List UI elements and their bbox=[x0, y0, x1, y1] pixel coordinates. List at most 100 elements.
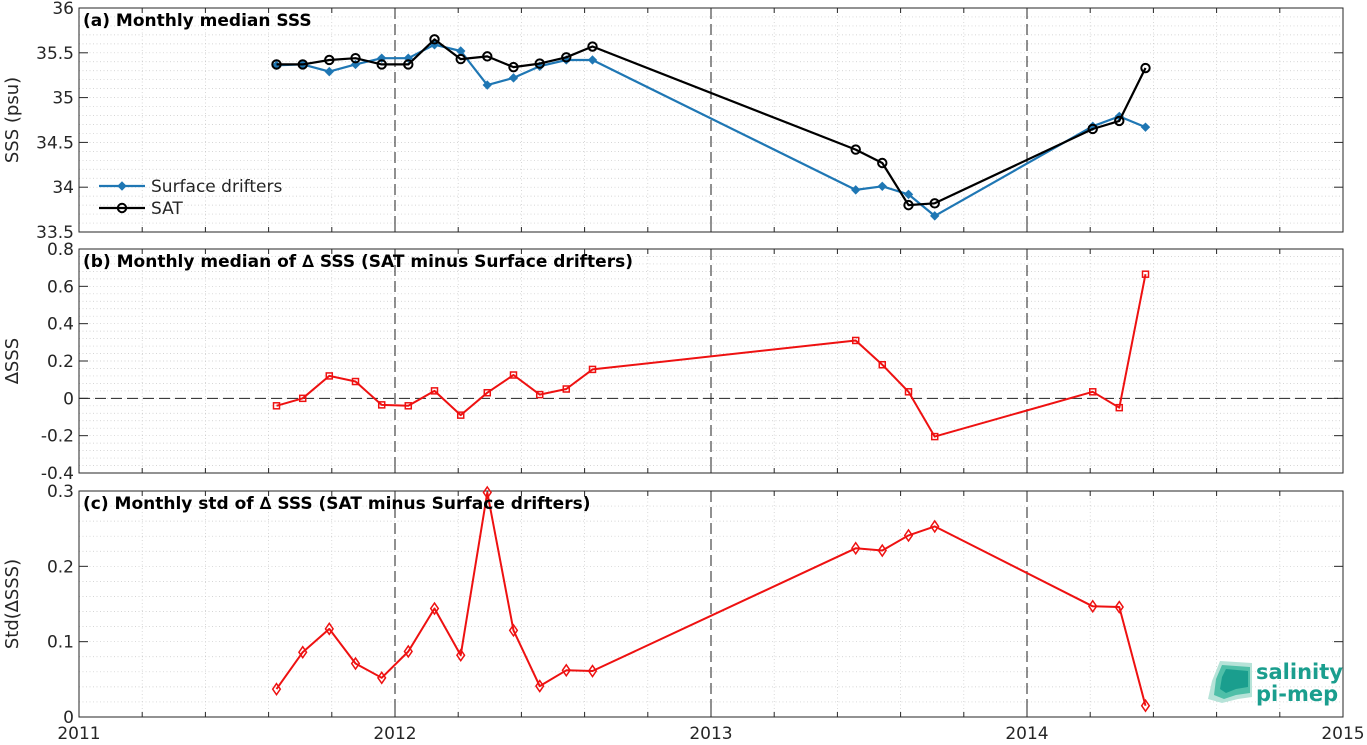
data-point bbox=[272, 402, 281, 410]
data-point bbox=[271, 59, 282, 70]
data-point bbox=[350, 52, 361, 64]
data-point bbox=[351, 377, 360, 386]
y-axis-label: SSS (psu) bbox=[2, 77, 23, 163]
data-point bbox=[535, 679, 545, 693]
data-point bbox=[324, 54, 335, 66]
y-tick-label: -0.4 bbox=[41, 464, 74, 484]
series-0 bbox=[272, 270, 1150, 441]
data-point bbox=[561, 663, 571, 678]
data-point bbox=[587, 55, 598, 65]
data-point bbox=[1114, 600, 1124, 614]
y-tick-label: 36 bbox=[52, 0, 74, 19]
panel-b-delta-sss: -0.4 -0.2 0 0.2 0.4 0.6 0.8 ∆SSS (b) Monthly med… bbox=[2, 240, 1344, 484]
panel-c-std-delta-sss: 0 0.1 0.2 0.3 2011 2012 2013 2014 2015 Std(∆SSS) (… bbox=[2, 482, 1365, 744]
data-point bbox=[508, 61, 519, 73]
legend-label: Surface drifters bbox=[151, 177, 282, 197]
data-point bbox=[377, 671, 387, 685]
y-tick-label: 0.8 bbox=[47, 240, 74, 260]
data-point bbox=[483, 388, 492, 397]
grid bbox=[79, 8, 1343, 232]
data-point bbox=[535, 390, 544, 399]
y-tick-label: 0 bbox=[63, 389, 74, 409]
data-point bbox=[297, 59, 308, 70]
data-point bbox=[377, 401, 386, 409]
data-point bbox=[850, 144, 861, 155]
data-point bbox=[482, 51, 493, 62]
data-point bbox=[877, 543, 887, 558]
x-tick-label: 2013 bbox=[689, 724, 732, 744]
data-point bbox=[271, 682, 282, 696]
data-point bbox=[930, 211, 940, 221]
data-point bbox=[903, 189, 914, 200]
y-tick-label: 0.3 bbox=[47, 482, 74, 502]
data-point bbox=[1115, 403, 1124, 412]
data-point bbox=[324, 622, 334, 636]
y-tick-label: 0.2 bbox=[47, 557, 74, 577]
data-point bbox=[534, 58, 545, 69]
data-point bbox=[587, 664, 598, 678]
y-tick-label: 0.2 bbox=[47, 352, 74, 372]
data-point bbox=[1114, 115, 1125, 127]
data-point bbox=[403, 59, 414, 70]
data-point bbox=[376, 59, 387, 70]
data-point bbox=[904, 388, 913, 396]
series-line bbox=[276, 274, 1147, 438]
series-0 bbox=[271, 485, 1151, 713]
data-point bbox=[298, 645, 308, 660]
grid bbox=[79, 249, 1343, 473]
data-point bbox=[482, 80, 492, 90]
data-point bbox=[509, 371, 518, 379]
data-point bbox=[508, 623, 519, 638]
data-point bbox=[1140, 122, 1151, 132]
panel-title: (c) Monthly std of ∆ SSS (SAT minus Surf… bbox=[83, 494, 590, 514]
data-point bbox=[350, 656, 361, 671]
data-point bbox=[588, 365, 597, 374]
data-point bbox=[404, 402, 413, 410]
data-point bbox=[429, 34, 440, 45]
data-point bbox=[430, 387, 439, 395]
panel-a-sss: 33.5 34 34.5 35 35.5 36 SSS (psu) (a) Monthly m… bbox=[2, 0, 1344, 243]
data-point bbox=[455, 53, 466, 65]
series-line bbox=[276, 43, 1146, 217]
logo-wave-icon bbox=[1220, 669, 1248, 693]
y-axis-label: ∆SSS bbox=[2, 338, 23, 385]
y-tick-label: 0.1 bbox=[47, 633, 74, 653]
y-tick-label: -0.2 bbox=[41, 427, 74, 447]
legend-marker bbox=[116, 202, 128, 214]
data-point bbox=[903, 528, 914, 543]
series-line bbox=[275, 491, 1147, 706]
legend-marker bbox=[117, 181, 127, 191]
panel-title: (a) Monthly median SSS bbox=[83, 11, 312, 31]
y-tick-label: 34.5 bbox=[36, 133, 74, 153]
data-point bbox=[930, 432, 939, 441]
x-tick-label: 2014 bbox=[1005, 724, 1048, 744]
data-point bbox=[456, 411, 465, 419]
data-point bbox=[929, 198, 940, 209]
y-tick-label: 35.5 bbox=[36, 44, 74, 64]
data-point bbox=[456, 648, 466, 663]
legend-label: SAT bbox=[151, 199, 183, 219]
x-tick-label: 2012 bbox=[373, 724, 416, 744]
data-point bbox=[1087, 123, 1098, 135]
salinity-pi-mep-logo: salinity pi-mep bbox=[1208, 660, 1343, 706]
data-point bbox=[903, 199, 914, 211]
data-point bbox=[877, 181, 887, 192]
logo-line2: pi-mep bbox=[1256, 682, 1338, 706]
data-point bbox=[561, 52, 572, 63]
data-point bbox=[851, 541, 861, 556]
logo-line1: salinity bbox=[1256, 660, 1343, 684]
data-point bbox=[482, 485, 492, 500]
data-point bbox=[587, 41, 598, 52]
data-point bbox=[930, 519, 940, 534]
data-point bbox=[429, 601, 440, 616]
data-point bbox=[562, 385, 571, 393]
data-point bbox=[1140, 698, 1151, 713]
y-tick-label: 0 bbox=[63, 708, 74, 728]
y-axis-label: Std(∆SSS) bbox=[2, 559, 23, 649]
data-point bbox=[851, 336, 860, 345]
data-point bbox=[324, 66, 334, 77]
y-tick-label: 0.4 bbox=[47, 315, 74, 335]
data-point bbox=[1088, 599, 1098, 614]
data-point bbox=[851, 185, 861, 195]
